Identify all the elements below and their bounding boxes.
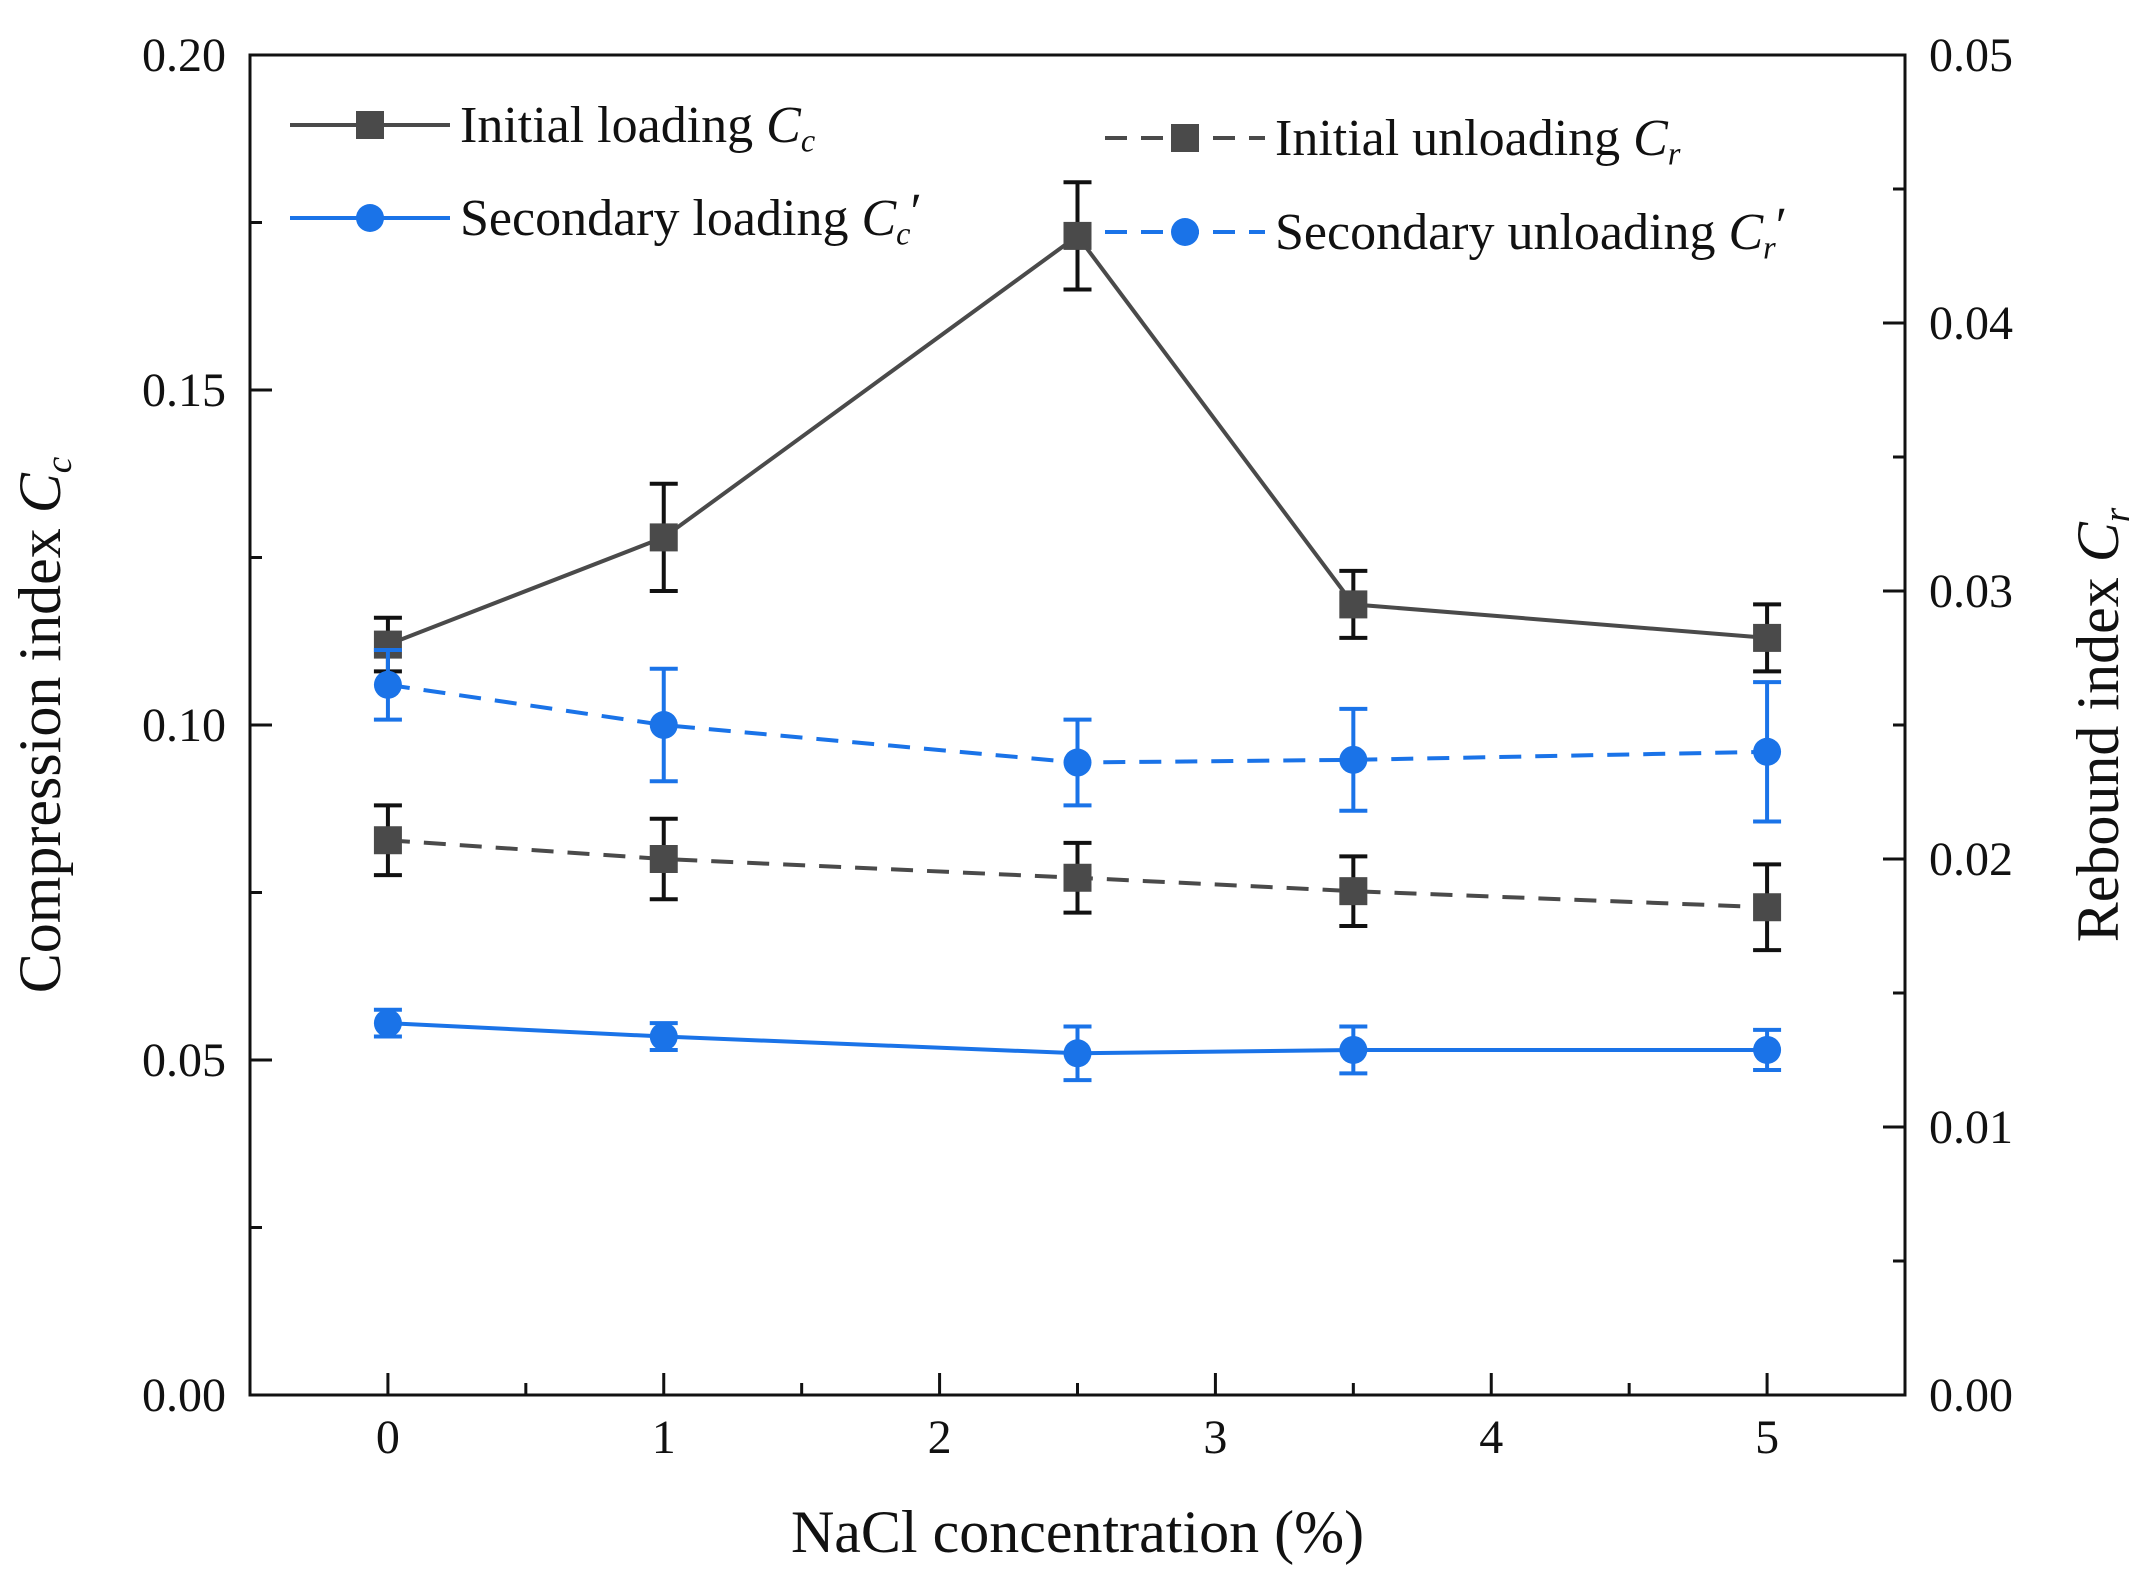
- legend-entry: Secondary unloading Cr′: [1105, 198, 1787, 266]
- series-line: [387, 233, 1768, 647]
- y-left-tick-label: 0.00: [142, 1369, 226, 1422]
- data-point: [1339, 1035, 1368, 1064]
- y-left-tick-label: 0.20: [142, 29, 226, 82]
- series-2: [373, 803, 1782, 953]
- legend-marker: [1171, 218, 1199, 246]
- data-point: [1339, 590, 1368, 619]
- series-group: [373, 180, 1782, 1083]
- legend-label: Initial unloading Cr: [1275, 110, 1681, 172]
- y-right-tick-label: 0.02: [1929, 833, 2013, 886]
- data-point: [373, 670, 402, 699]
- x-tick-label: 1: [652, 1411, 676, 1464]
- x-tick-label: 2: [928, 1411, 952, 1464]
- data-point: [649, 711, 678, 739]
- legend-marker: [1171, 124, 1199, 152]
- legend-label: Initial loading Cc: [460, 97, 815, 159]
- data-point: [1339, 877, 1368, 906]
- legend-marker: [356, 204, 384, 232]
- y-right-axis-title: Rebound index Cr: [2065, 507, 2138, 942]
- data-point: [1753, 623, 1782, 652]
- data-point: [649, 1022, 678, 1051]
- data-point: [1063, 1039, 1092, 1068]
- legend-entry: Secondary loading Cc′: [290, 184, 922, 252]
- data-point: [1753, 737, 1782, 766]
- data-point: [1339, 745, 1368, 774]
- x-tick-label: 3: [1203, 1411, 1227, 1464]
- data-point: [649, 845, 678, 873]
- series-3: [373, 647, 1782, 824]
- y-right-tick-label: 0.05: [1929, 29, 2013, 82]
- data-point: [1753, 893, 1782, 922]
- data-point: [649, 523, 678, 552]
- x-tick-label: 0: [376, 1411, 400, 1464]
- x-tick-label: 4: [1479, 1411, 1503, 1464]
- legend: Initial loading Cc Secondary loading Cc′ I…: [290, 97, 1787, 266]
- y-right-tick-label: 0.00: [1929, 1369, 2013, 1422]
- data-point: [1063, 863, 1092, 892]
- data-point: [373, 1009, 402, 1038]
- y-left-tick-label: 0.10: [142, 699, 226, 752]
- series-1: [373, 1007, 1782, 1083]
- y-right-tick-label: 0.03: [1929, 565, 2013, 618]
- y-right-tick-label: 0.04: [1929, 297, 2013, 350]
- legend-marker: [356, 111, 384, 139]
- axes-group: 0 1 2 3 4 5 0.00 0.05 0.10 0.15 0.20 0.00 0.01 0.02 0.…: [7, 29, 2138, 1565]
- data-point: [1063, 748, 1092, 777]
- y-right-tick-label: 0.01: [1929, 1101, 2013, 1154]
- data-point: [1753, 1035, 1782, 1064]
- y-left-tick-label: 0.15: [142, 364, 226, 417]
- legend-label: Secondary unloading Cr′: [1275, 198, 1787, 266]
- y-left-axis-title: Compression index Cc: [7, 456, 80, 993]
- data-point: [1063, 221, 1092, 250]
- y-left-tick-label: 0.05: [142, 1034, 226, 1087]
- x-axis-title: NaCl concentration (%): [791, 1499, 1364, 1565]
- x-tick-label: 5: [1755, 1411, 1779, 1464]
- data-point: [373, 826, 402, 855]
- legend-entry: Initial unloading Cr: [1105, 110, 1681, 172]
- legend-label: Secondary loading Cc′: [460, 184, 922, 252]
- legend-entry: Initial loading Cc: [290, 97, 815, 159]
